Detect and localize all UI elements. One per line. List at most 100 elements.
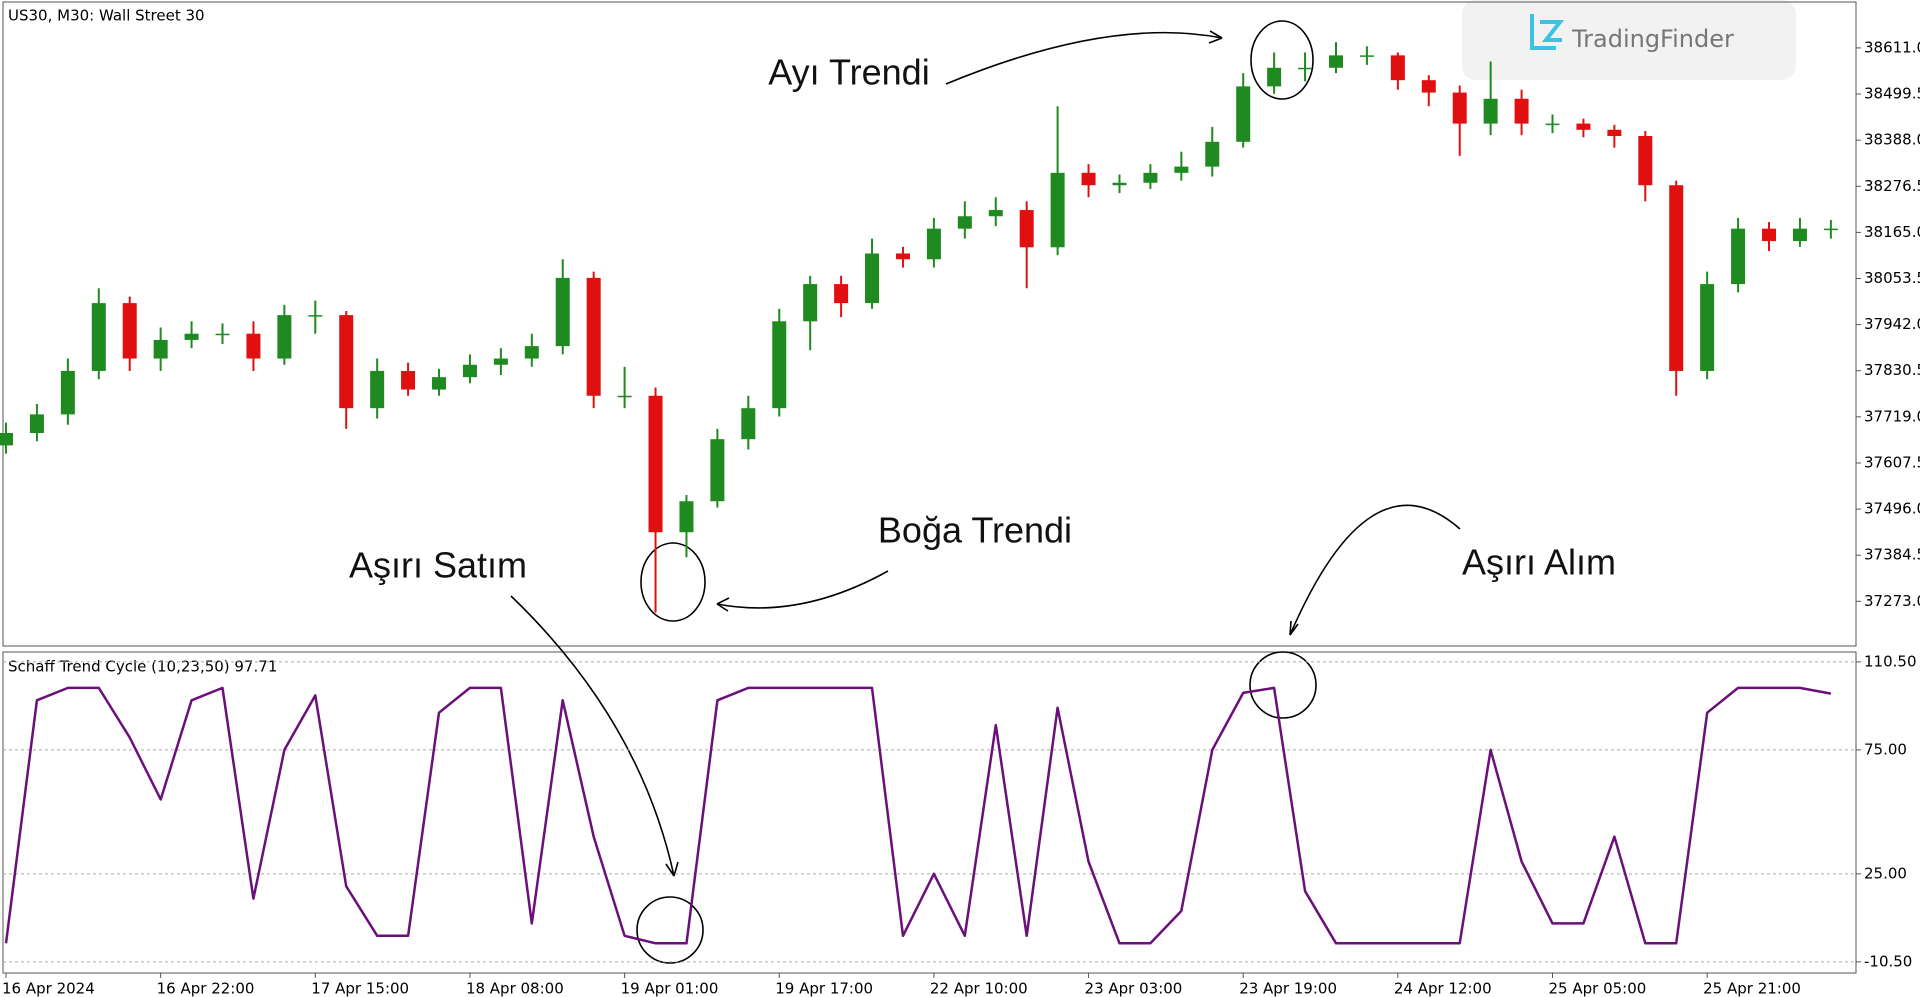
chart-title: US30, M30: Wall Street 30 bbox=[8, 7, 205, 25]
candle-body bbox=[60, 370, 75, 415]
x-tick-label: 25 Apr 05:00 bbox=[1549, 980, 1647, 997]
x-tick-label: 16 Apr 2024 bbox=[2, 980, 95, 997]
indicator-title: Schaff Trend Cycle (10,23,50) 97.71 bbox=[8, 658, 277, 676]
y-tick-label: 37273.0 bbox=[1864, 592, 1920, 610]
candle-body bbox=[432, 377, 447, 390]
candle-body bbox=[1823, 228, 1838, 231]
candle-body bbox=[1576, 123, 1591, 130]
y-tick-label: 38276.5 bbox=[1864, 177, 1920, 195]
y-tick-label: 38499.5 bbox=[1864, 85, 1920, 103]
candle-body bbox=[308, 315, 323, 317]
candle-body bbox=[462, 364, 477, 378]
logo-text: TradingFinder bbox=[1571, 25, 1734, 53]
circle bbox=[1250, 20, 1314, 100]
candle-body bbox=[1607, 129, 1622, 137]
x-tick-label: 19 Apr 17:00 bbox=[775, 980, 873, 997]
candle-body bbox=[710, 439, 725, 502]
candle-body bbox=[586, 277, 601, 396]
candle-body bbox=[1669, 185, 1684, 371]
candle-body bbox=[215, 333, 230, 336]
annotation: Aşırı Satım bbox=[349, 545, 527, 586]
candle-body bbox=[1483, 98, 1498, 124]
y-tick-label: 38611.0 bbox=[1864, 38, 1920, 56]
candle-body bbox=[648, 395, 663, 533]
candle-body bbox=[617, 395, 632, 398]
x-tick-label: 24 Apr 12:00 bbox=[1394, 980, 1492, 997]
candle-body bbox=[91, 303, 106, 371]
candle-body bbox=[1359, 55, 1374, 57]
candle-body bbox=[122, 303, 137, 359]
candle-body bbox=[524, 346, 539, 359]
arrow bbox=[945, 31, 1223, 85]
circle bbox=[1249, 651, 1317, 719]
candle-body bbox=[1421, 80, 1436, 93]
candle-body bbox=[339, 315, 354, 409]
y-tick-label: 37384.5 bbox=[1864, 546, 1920, 564]
candle-body bbox=[772, 321, 787, 409]
candle-body bbox=[1762, 228, 1777, 242]
candle-body bbox=[1638, 136, 1653, 186]
candle-body bbox=[1700, 284, 1715, 371]
candle-body bbox=[1792, 228, 1807, 242]
arrow-head bbox=[1208, 30, 1223, 44]
indicator-panel bbox=[2, 651, 1857, 974]
candle-body bbox=[1390, 55, 1405, 81]
y-tick-label: 37830.5 bbox=[1864, 361, 1920, 379]
candle-body bbox=[153, 339, 168, 359]
candle-body bbox=[1267, 67, 1282, 87]
candle-body bbox=[0, 432, 13, 446]
candle-body bbox=[1112, 182, 1127, 186]
candle-body bbox=[1545, 123, 1560, 126]
candle-body bbox=[555, 277, 570, 347]
circle bbox=[640, 542, 706, 622]
y-tick-label: 75.00 bbox=[1864, 740, 1907, 758]
candle-body bbox=[865, 253, 880, 304]
stc-line bbox=[4, 686, 1832, 945]
x-tick-label: 22 Apr 10:00 bbox=[930, 980, 1028, 997]
candle-body bbox=[957, 216, 972, 229]
candle-body bbox=[1205, 141, 1220, 167]
annotation: Boğa Trendi bbox=[878, 510, 1072, 551]
x-tick-label: 23 Apr 03:00 bbox=[1085, 980, 1183, 997]
candle-body bbox=[895, 253, 910, 260]
candle-body bbox=[184, 333, 199, 340]
x-tick-label: 25 Apr 21:00 bbox=[1703, 980, 1801, 997]
x-tick-label: 18 Apr 08:00 bbox=[466, 980, 564, 997]
arrow-head bbox=[716, 597, 730, 612]
annotation: Ayı Trendi bbox=[768, 52, 929, 93]
y-tick-label: 25.00 bbox=[1864, 864, 1907, 882]
candle-body bbox=[1731, 228, 1746, 285]
candle-body bbox=[29, 414, 44, 433]
candle-body bbox=[1143, 172, 1158, 183]
candle-body bbox=[493, 358, 508, 365]
y-tick-label: 37942.0 bbox=[1864, 315, 1920, 333]
arrow bbox=[510, 595, 675, 877]
callouts bbox=[510, 20, 1461, 964]
candle-body bbox=[679, 501, 694, 533]
y-tick-label: 37496.0 bbox=[1864, 500, 1920, 518]
candle-body bbox=[1452, 92, 1467, 124]
candle-body bbox=[1174, 166, 1189, 173]
y-tick-label: 37719.0 bbox=[1864, 407, 1920, 425]
candle-body bbox=[741, 408, 756, 440]
price-panel bbox=[2, 1, 1857, 647]
y-tick-label: 37607.5 bbox=[1864, 453, 1920, 471]
y-tick-label: 110.50 bbox=[1864, 652, 1917, 670]
candle-body bbox=[1050, 172, 1065, 248]
y-tick-label: 38388.0 bbox=[1864, 131, 1920, 149]
logo-icon bbox=[1530, 14, 1565, 50]
candle-body bbox=[1081, 172, 1096, 186]
candle-body bbox=[1019, 210, 1034, 248]
x-tick-label: 23 Apr 19:00 bbox=[1239, 980, 1337, 997]
x-tick-label: 16 Apr 22:00 bbox=[157, 980, 255, 997]
candle-body bbox=[1328, 55, 1343, 68]
candle-body bbox=[834, 284, 849, 304]
candle-body bbox=[246, 333, 261, 359]
candle-body bbox=[1298, 67, 1313, 70]
circle bbox=[636, 896, 704, 964]
candle-body bbox=[1514, 98, 1529, 124]
candle-body bbox=[926, 228, 941, 260]
x-tick-label: 17 Apr 15:00 bbox=[311, 980, 409, 997]
